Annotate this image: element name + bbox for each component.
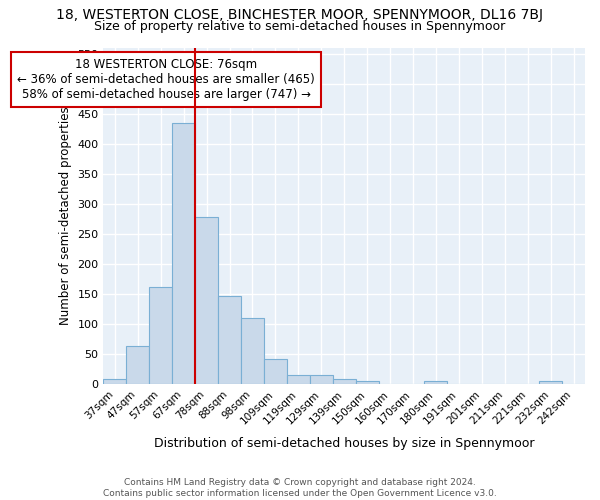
Text: Size of property relative to semi-detached houses in Spennymoor: Size of property relative to semi-detach… <box>94 20 506 33</box>
Text: 18, WESTERTON CLOSE, BINCHESTER MOOR, SPENNYMOOR, DL16 7BJ: 18, WESTERTON CLOSE, BINCHESTER MOOR, SP… <box>56 8 544 22</box>
Bar <box>149 288 172 384</box>
Bar <box>218 296 241 384</box>
Text: Contains HM Land Registry data © Crown copyright and database right 2024.
Contai: Contains HM Land Registry data © Crown c… <box>103 478 497 498</box>
Bar <box>539 381 562 384</box>
Bar <box>127 346 149 384</box>
Text: 18 WESTERTON CLOSE: 76sqm
← 36% of semi-detached houses are smaller (465)
58% of: 18 WESTERTON CLOSE: 76sqm ← 36% of semi-… <box>17 58 315 100</box>
Bar <box>356 381 379 384</box>
Bar <box>333 379 356 384</box>
Bar <box>103 380 127 384</box>
X-axis label: Distribution of semi-detached houses by size in Spennymoor: Distribution of semi-detached houses by … <box>154 437 535 450</box>
Bar <box>172 122 195 384</box>
Y-axis label: Number of semi-detached properties: Number of semi-detached properties <box>59 106 72 325</box>
Bar <box>264 359 287 384</box>
Bar <box>287 374 310 384</box>
Bar <box>424 381 448 384</box>
Bar <box>195 217 218 384</box>
Bar <box>241 318 264 384</box>
Bar <box>310 375 333 384</box>
